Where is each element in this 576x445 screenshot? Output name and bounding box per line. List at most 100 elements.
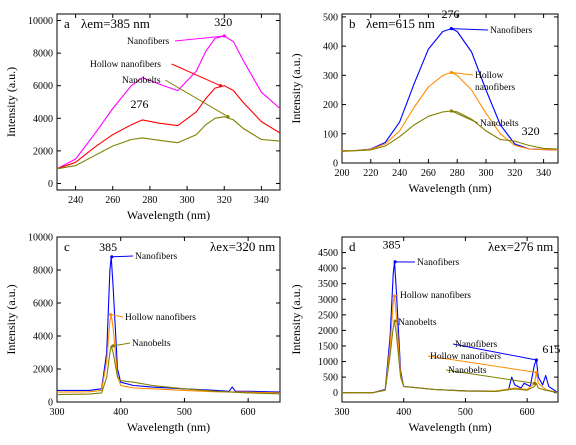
y-tick-label: 2000 [33,146,53,157]
annotation-leader [111,255,134,258]
x-tick-label: 280 [450,168,465,179]
annotation-point [449,109,454,113]
x-tick-label: 300 [180,195,195,206]
x-tick-label: 260 [105,195,120,206]
y-tick-label: 10000 [28,233,53,244]
condition-label: λem=385 nm [81,16,150,31]
annotation-label: Nanobelts [132,339,171,349]
y-tick-label: 500 [323,12,338,23]
x-tick-label: 240 [68,195,83,206]
annotation-leader [112,342,131,347]
x-tick-label: 300 [335,407,350,418]
y-tick-label: 0 [333,388,338,399]
y-tick-label: 200 [323,100,338,111]
x-tick-label: 500 [177,407,192,418]
peak-label: 320 [522,124,540,138]
plot-frame [341,236,559,403]
annotation-leader [174,35,225,42]
y-tick-label: 100 [323,129,338,140]
x-tick-label: 260 [421,168,436,179]
annotation-point [393,319,397,323]
x-tick-label: 280 [142,195,157,206]
annotation-label: Nanofibers [135,251,178,262]
y-tick-label: 6000 [33,299,53,310]
x-tick-label: 220 [363,168,378,179]
annotation-leader [427,355,537,373]
annotation-point [108,312,113,317]
x-axis-label: Wavelength (nm) [127,208,210,222]
annotation-point [449,27,454,31]
chart-panel-d: 300 400 500 600 0 500 1000 1500 2000 2500 3000 3500… [289,236,560,434]
condition-label: λem=615 nm [366,16,435,31]
peak-label: 615 [542,342,560,356]
peak-label: 320 [214,15,232,29]
y-tick-label: 0 [48,398,53,409]
annotation-label: Hollow nanofibers [90,59,161,70]
annotation-label: Nanobelts [398,318,437,328]
y-tick-label: 3500 [318,279,338,290]
annotation-point [111,344,115,348]
series-line-hollow-nanofibers [56,314,281,394]
plot-frame [341,13,559,164]
x-tick-label: 600 [241,407,256,418]
peak-label: 276 [441,7,459,21]
y-tick-label: 2000 [318,326,338,337]
annotation-point [449,70,454,75]
x-tick-label: 300 [479,168,494,179]
y-tick-label: 8000 [33,266,53,277]
y-tick-label: 2500 [318,310,338,321]
condition-label: λex=276 nm [488,239,553,254]
annotation-label: Nanobelts [480,119,519,129]
annotation-label: Nanofibers [455,339,498,350]
annotation-label: Nanobelts [122,76,161,86]
x-tick-label: 300 [50,407,65,418]
annotation-point [532,381,537,385]
y-tick-label: 4500 [318,248,338,259]
series-line-nanobelts [56,116,281,170]
y-tick-label: 6000 [33,81,53,92]
annotation-label: Hollow nanofibers [125,312,196,323]
condition-label: λex=320 nm [210,239,275,254]
panel-label: b [349,16,356,31]
x-tick-label: 400 [113,407,128,418]
panel-label: a [64,16,70,31]
annotation-leader [451,110,479,124]
x-axis-label: Wavelength (nm) [408,181,491,195]
annotation-label: Hollow nanofibers [430,351,501,362]
annotation-point [218,84,223,88]
annotation-point [534,370,539,375]
panel-label: c [64,239,70,254]
x-tick-label: 200 [335,168,350,179]
annotation-leader [164,79,229,118]
annotation-leader [110,314,124,318]
y-tick-label: 2000 [33,365,53,376]
series-line-hollow-nanofibers [56,85,281,170]
peak-label: 276 [130,97,148,111]
y-tick-label: 300 [323,71,338,82]
y-tick-label: 0 [48,179,53,190]
annotation-label: Hollow nanofibers [400,290,471,301]
annotation-leader [445,369,535,384]
annotation-point [226,115,230,119]
y-axis-label: Intensity (a.u.) [4,67,18,137]
series-line-nanofibers [56,35,281,170]
annotation-label: Nanofibers [127,36,170,47]
chart-panel-b: 200 220 240 260 280 300 320 340 0 100 200 300 400 500… [289,7,559,195]
annotation-label: Nanofibers [417,257,460,268]
annotation-label: Nanobelts [448,366,487,376]
annotation-point [110,255,114,259]
y-axis-label: Intensity (a.u.) [289,284,303,354]
y-axis-label: Intensity (a.u.) [289,53,303,123]
panel-label: d [349,239,356,254]
x-axis-label: Wavelength (nm) [127,420,210,434]
annotation-point [534,358,539,362]
chart-panel-c: 300 400 500 6000200040006000800010000Wavele… [4,233,281,434]
series-line-nanobelts [342,320,559,394]
x-tick-label: 240 [392,168,407,179]
y-tick-label: 4000 [33,114,53,125]
annotation-leader [452,343,537,361]
y-tick-label: 3000 [318,295,338,306]
x-tick-label: 500 [458,407,473,418]
y-tick-label: 1500 [318,341,338,352]
x-tick-label: 320 [217,195,232,206]
